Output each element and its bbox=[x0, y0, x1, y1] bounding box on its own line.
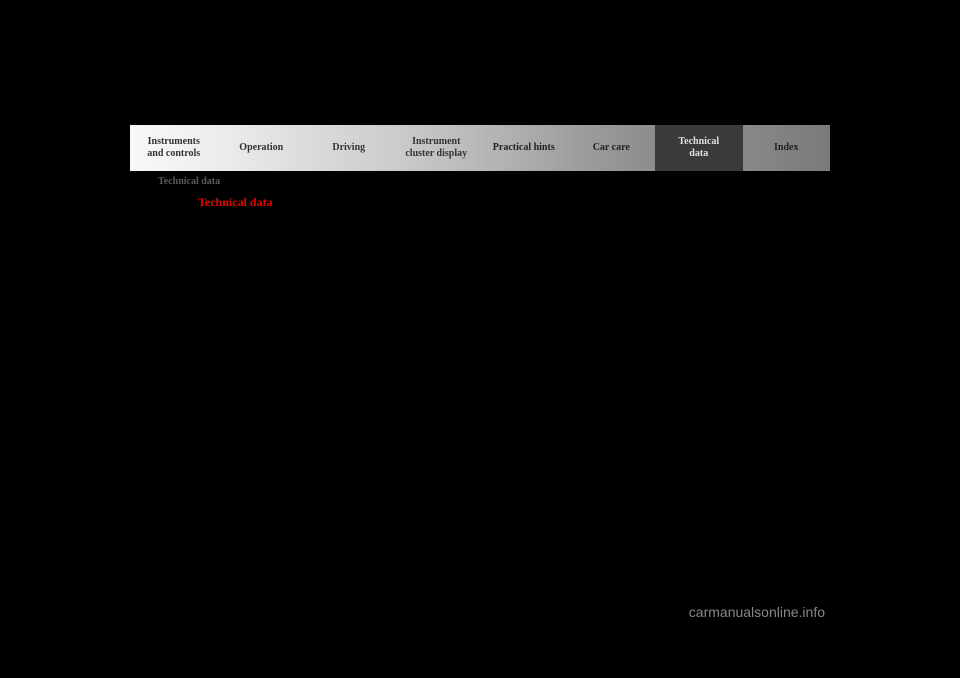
nav-tab-practical-hints[interactable]: Practical hints bbox=[480, 125, 568, 171]
nav-tab-index[interactable]: Index bbox=[743, 125, 831, 171]
nav-tab-operation[interactable]: Operation bbox=[218, 125, 306, 171]
section-title: Technical data bbox=[198, 195, 273, 210]
nav-tab-technical-data[interactable]: Technicaldata bbox=[655, 125, 743, 171]
section-subtitle: Technical data bbox=[158, 176, 220, 187]
main-nav: Instrumentsand controls Operation Drivin… bbox=[130, 125, 830, 171]
nav-tab-driving[interactable]: Driving bbox=[305, 125, 393, 171]
nav-tab-instruments[interactable]: Instrumentsand controls bbox=[130, 125, 218, 171]
watermark-text: carmanualsonline.info bbox=[689, 604, 825, 620]
nav-tab-car-care[interactable]: Car care bbox=[568, 125, 656, 171]
nav-tab-cluster-display[interactable]: Instrumentcluster display bbox=[393, 125, 481, 171]
